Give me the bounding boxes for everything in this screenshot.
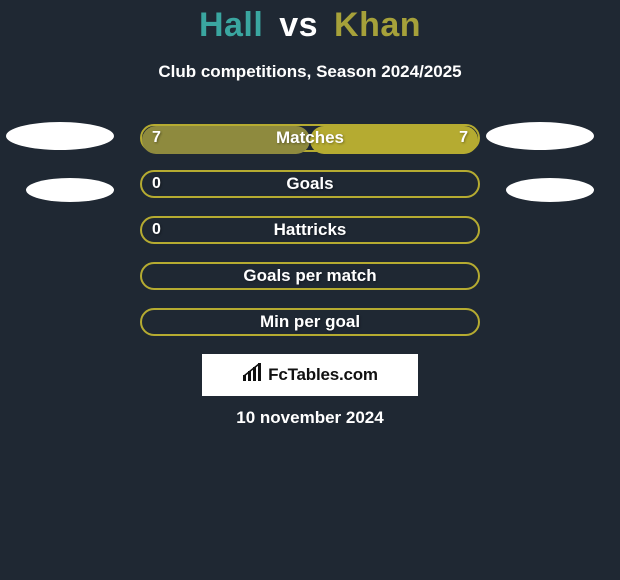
stat-bar-value-b: 7 bbox=[459, 124, 468, 152]
title-player-a: Hall bbox=[199, 6, 263, 44]
title-player-b: Khan bbox=[334, 6, 421, 44]
brand-chart-icon bbox=[242, 363, 264, 388]
stat-row: Goals per match bbox=[0, 262, 620, 308]
decorative-ellipse bbox=[486, 122, 594, 150]
stat-bar-label: Goals per match bbox=[140, 262, 480, 290]
brand-text: FcTables.com bbox=[268, 365, 378, 385]
brand-badge: FcTables.com bbox=[202, 354, 418, 396]
stat-bar-value-a: 0 bbox=[152, 216, 161, 244]
stat-bar-label: Hattricks bbox=[140, 216, 480, 244]
decorative-ellipse bbox=[6, 122, 114, 150]
stat-bar-label: Goals bbox=[140, 170, 480, 198]
decorative-ellipse bbox=[506, 178, 594, 202]
stat-bar-label: Matches bbox=[140, 124, 480, 152]
subtitle: Club competitions, Season 2024/2025 bbox=[0, 62, 620, 82]
title-vs: vs bbox=[279, 6, 318, 44]
stat-bar-value-a: 7 bbox=[152, 124, 161, 152]
stat-row: Min per goal bbox=[0, 308, 620, 354]
decorative-ellipse bbox=[26, 178, 114, 202]
stats-bars: Matches77Goals0Hattricks0Goals per match… bbox=[0, 124, 620, 354]
date-text: 10 november 2024 bbox=[0, 408, 620, 428]
stat-row: Hattricks0 bbox=[0, 216, 620, 262]
page-title: Hall vs Khan bbox=[0, 6, 620, 45]
stat-bar-label: Min per goal bbox=[140, 308, 480, 336]
comparison-card: Hall vs Khan Club competitions, Season 2… bbox=[0, 0, 620, 580]
stat-bar-value-a: 0 bbox=[152, 170, 161, 198]
